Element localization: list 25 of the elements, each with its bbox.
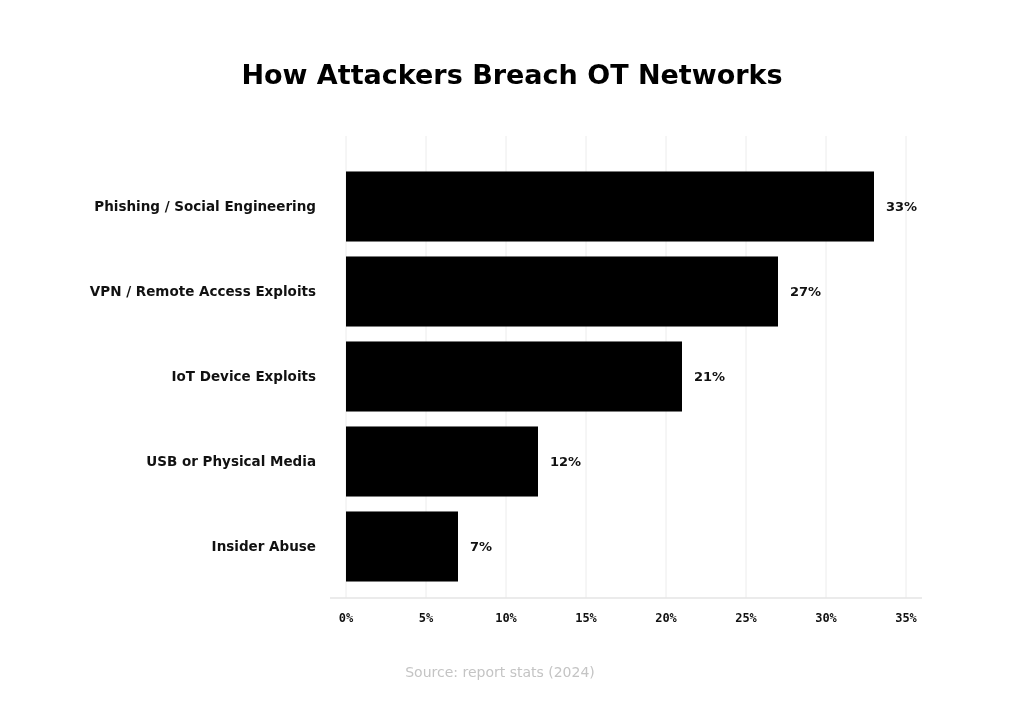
x-tick-label: 0% — [338, 611, 354, 625]
y-tick-label: Phishing / Social Engineering — [94, 198, 316, 215]
x-tick-label: 20% — [655, 611, 678, 625]
bar — [346, 341, 682, 412]
bar — [346, 426, 538, 497]
x-tick-label: 35% — [895, 611, 918, 625]
x-tick-label: 15% — [575, 611, 598, 625]
data-label: 33% — [886, 199, 918, 215]
bar — [346, 171, 874, 242]
data-label: 7% — [470, 539, 493, 555]
y-tick-label: Insider Abuse — [211, 538, 316, 555]
source-note: Source: report stats (2024) — [405, 664, 595, 680]
chart-title: How Attackers Breach OT Networks — [241, 59, 783, 90]
y-tick-label: USB or Physical Media — [146, 453, 316, 470]
y-tick-label: IoT Device Exploits — [171, 368, 316, 385]
data-label: 27% — [790, 284, 822, 300]
x-tick-label: 30% — [815, 611, 838, 625]
x-tick-label: 25% — [735, 611, 758, 625]
x-tick-label: 10% — [495, 611, 518, 625]
y-tick-label: VPN / Remote Access Exploits — [89, 283, 316, 300]
bar — [346, 511, 458, 582]
bar — [346, 256, 778, 327]
data-label: 21% — [694, 369, 726, 385]
x-tick-label: 5% — [418, 611, 434, 625]
data-label: 12% — [550, 454, 582, 470]
